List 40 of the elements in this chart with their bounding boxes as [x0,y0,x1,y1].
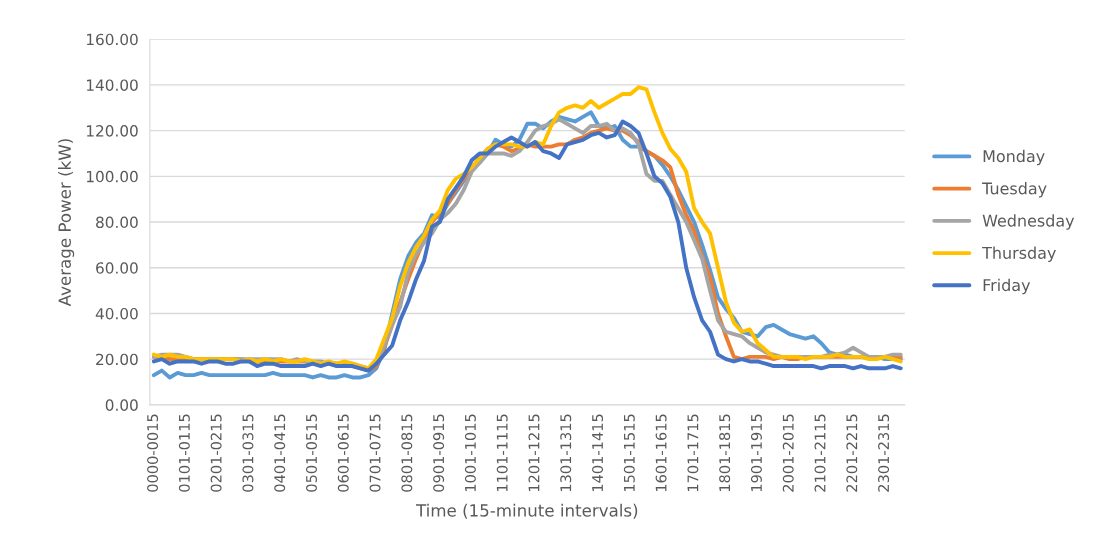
x-tick-label: 2301-2315 [878,414,890,492]
y-tick-label: 20.00 [96,353,138,366]
x-tick-label: 1901-1915 [750,414,762,492]
x-tick-label: 0201-0215 [210,414,222,492]
x-tick-label: 1101-1115 [496,414,508,492]
y-tick-label: 100.00 [86,170,138,183]
x-tick-label: 1601-1615 [655,414,667,492]
y-tick-label: 40.00 [95,307,138,320]
x-tick-label: 0901-0915 [433,414,445,492]
x-tick-label: 1801-1815 [719,414,731,492]
x-tick-label: 0401-0415 [274,414,286,492]
x-tick-label: 1401-1415 [592,414,604,492]
y-tick-label: 140.00 [86,79,138,91]
x-axis-title: Time (15-minute intervals) [415,503,638,519]
legend-label: Tuesday [982,182,1047,198]
legend-label: Thursday [982,246,1056,262]
legend-label: Wednesday [982,214,1075,230]
y-tick-label: 160.00 [86,33,138,46]
x-tick-label: 0501-0515 [305,414,317,492]
legend-label: Monday [983,149,1045,166]
x-tick-label: 0601-0615 [337,414,349,492]
x-tick-label: 2001-2015 [782,414,794,492]
x-tick-label: 0301-0315 [242,414,254,492]
x-tick-label: 1001-1015 [464,414,476,492]
legend-label: Friday [983,278,1031,295]
x-tick-label: 0000-0015 [147,414,159,492]
x-tick-label: 1201-1215 [528,414,540,492]
x-tick-label: 0701-0715 [369,414,381,492]
x-tick-label: 1501-1515 [623,414,635,492]
y-tick-label: 120.00 [86,125,138,137]
x-tick-label: 1701-1715 [687,414,699,492]
y-axis-title: Average Power (kW) [58,139,75,307]
x-tick-label: 1301-1315 [560,414,572,492]
y-tick-label: 60.00 [96,262,138,274]
y-tick-label: 0.00 [105,399,138,411]
y-tick-label: 80.00 [96,216,138,229]
x-tick-label: 0101-0115 [178,414,190,492]
x-tick-label: 2101-2115 [814,414,826,492]
x-tick-label: 0801-0815 [401,414,413,492]
x-tick-label: 2201-2215 [846,414,858,492]
